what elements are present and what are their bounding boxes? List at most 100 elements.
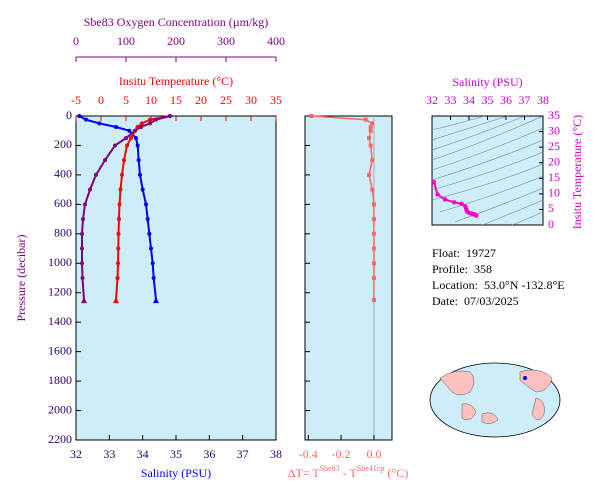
info-value: 358	[474, 262, 492, 276]
point	[368, 128, 373, 133]
x-tick-label: 36	[203, 447, 215, 461]
y-tick-label: 1400	[48, 314, 72, 328]
x-axis-title-part: Sbe83	[320, 464, 340, 473]
x-tick-label: 34	[463, 93, 475, 107]
y-tick-label: 15	[548, 170, 560, 184]
point	[367, 172, 372, 177]
point	[138, 172, 142, 177]
point	[122, 158, 126, 163]
ts-point	[442, 197, 448, 202]
y-tick-label: 1200	[48, 284, 72, 298]
y-tick-label: 5	[548, 201, 554, 215]
ts-point	[474, 213, 479, 218]
info-line: Float: 19727	[432, 246, 496, 260]
info-label: Profile:	[432, 262, 468, 276]
x-axis-title: Salinity (PSU)	[452, 75, 522, 89]
x-axis-title-part: - T	[340, 466, 358, 480]
point	[147, 231, 152, 236]
info-line: Profile: 358	[432, 262, 492, 276]
x-tick-label: 15	[170, 93, 182, 107]
point	[134, 136, 138, 141]
point	[116, 261, 120, 266]
point	[371, 231, 376, 236]
point	[127, 128, 132, 133]
point	[371, 261, 376, 266]
point	[135, 143, 140, 148]
x-tick-label: 0	[73, 34, 79, 48]
ts-point	[452, 200, 457, 205]
point	[370, 158, 375, 163]
y-tick-label: 400	[54, 167, 72, 181]
y-tick-label: 600	[54, 196, 72, 210]
x-axis-title-part: Sbe41cp	[357, 464, 385, 473]
point	[149, 246, 153, 251]
y-tick-label: 25	[548, 139, 560, 153]
point	[118, 187, 123, 192]
point	[371, 202, 376, 207]
point	[148, 121, 152, 126]
point	[114, 125, 118, 130]
end-marker	[81, 297, 87, 304]
point	[140, 187, 145, 192]
end-marker	[113, 297, 119, 304]
x-tick-label: 37	[237, 447, 249, 461]
y-tick-label: 800	[54, 226, 72, 240]
point	[151, 276, 156, 280]
info-value: 19727	[466, 246, 496, 260]
point	[136, 158, 141, 163]
info-label: Float:	[432, 246, 460, 260]
point	[168, 114, 172, 118]
point	[370, 121, 375, 126]
x-tick-label: 300	[217, 34, 235, 48]
x-tick-label: 36	[500, 93, 512, 107]
info-value: 53.0°N -132.8°E	[484, 278, 565, 292]
y-tick-label: 1600	[48, 343, 72, 357]
y-tick-label: 10	[548, 186, 560, 200]
point	[129, 136, 133, 141]
point	[140, 121, 144, 126]
world-map	[429, 362, 561, 438]
info-label: Location:	[432, 278, 478, 292]
x-tick-label: -0.4	[299, 447, 318, 461]
y-tick-label: 1000	[48, 255, 72, 269]
x-tick-label: 400	[267, 34, 285, 48]
x-tick-label: 33	[445, 93, 457, 107]
y-tick-label: 30	[548, 123, 560, 137]
x-tick-label: 38	[537, 93, 549, 107]
x-axis-title-part: (°C)	[384, 466, 408, 480]
point	[120, 172, 124, 177]
ts-point	[459, 201, 464, 207]
point	[370, 187, 375, 192]
ts-point	[435, 192, 440, 197]
point	[371, 217, 376, 222]
y-tick-label: 2000	[48, 402, 72, 416]
point	[77, 114, 82, 118]
delta-panel	[304, 115, 393, 441]
point	[371, 298, 376, 303]
point	[113, 143, 117, 148]
point	[368, 125, 373, 130]
y-tick-label: 2200	[48, 432, 72, 446]
point	[363, 117, 368, 122]
x-tick-label: -0.2	[332, 447, 351, 461]
x-tick-label: 0	[98, 93, 104, 107]
x-tick-label: 20	[195, 93, 207, 107]
end-marker	[153, 297, 159, 304]
profile-panel	[75, 115, 277, 441]
point	[80, 246, 84, 251]
point	[309, 114, 314, 118]
y-tick-label: 20	[548, 154, 560, 168]
point	[115, 276, 120, 280]
point	[84, 117, 88, 122]
x-tick-label: 35	[170, 447, 182, 461]
point	[80, 231, 84, 236]
x-tick-label: 35	[270, 93, 282, 107]
point	[148, 117, 152, 122]
y-axis-title: Insitu Temperature (°C)	[570, 115, 584, 229]
point	[83, 202, 87, 207]
point	[133, 128, 137, 133]
y-tick-label: 0	[548, 217, 554, 231]
point	[371, 246, 376, 251]
info-line: Location: 53.0°N -132.8°E	[432, 278, 565, 292]
